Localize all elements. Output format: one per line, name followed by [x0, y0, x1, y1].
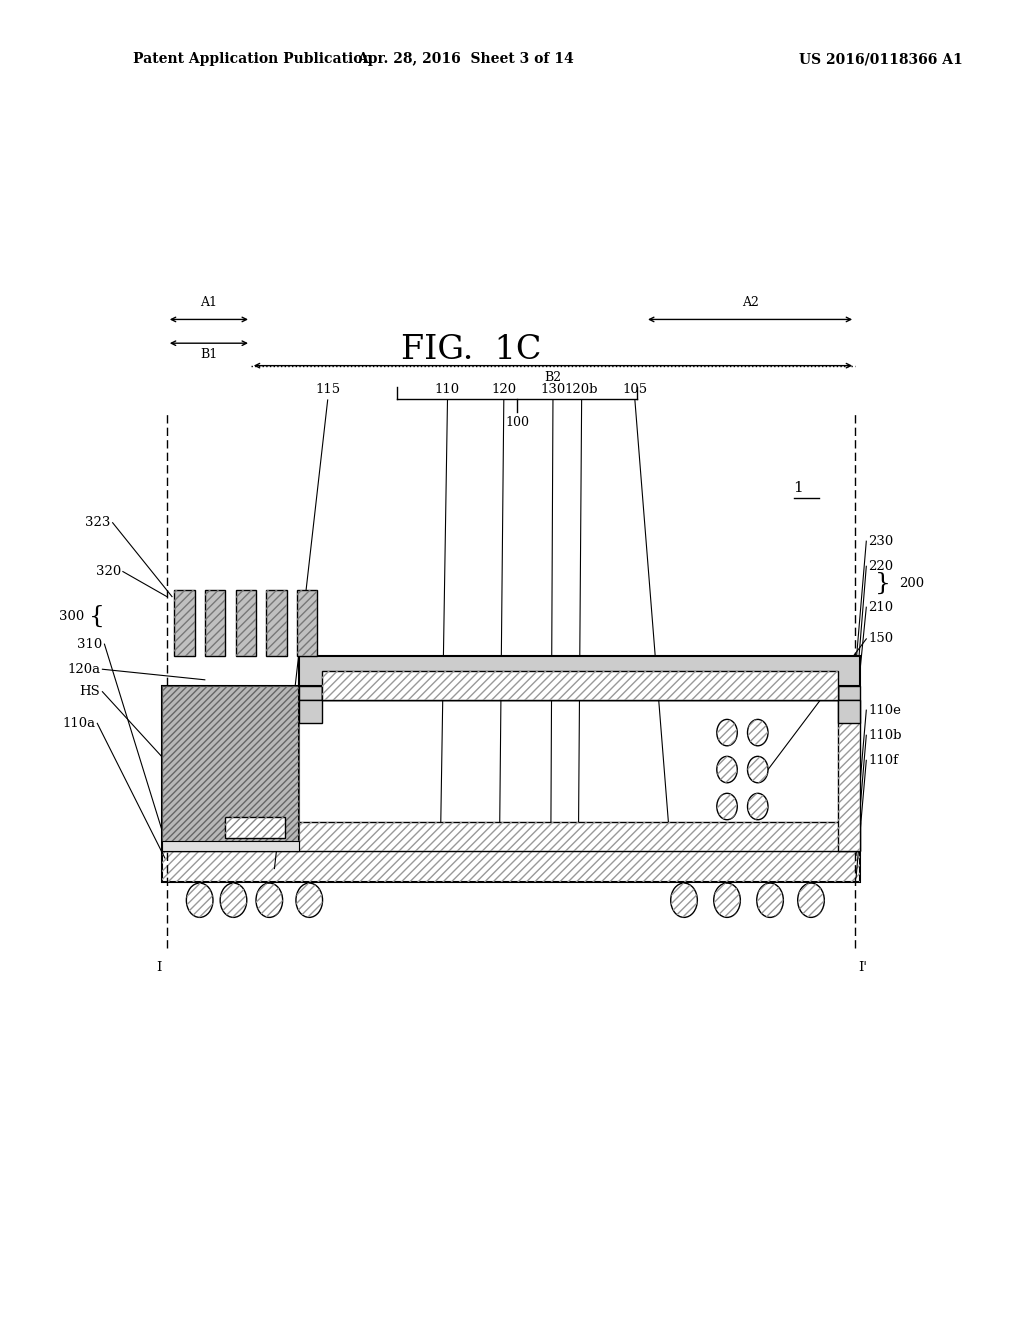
Text: B1: B1 — [201, 348, 217, 362]
Bar — [299, 656, 860, 686]
Text: 220: 220 — [868, 560, 894, 573]
Text: 110e: 110e — [868, 704, 901, 717]
Circle shape — [717, 756, 737, 783]
Bar — [225, 817, 285, 838]
Circle shape — [220, 883, 247, 917]
Text: 300: 300 — [58, 610, 84, 623]
Bar — [236, 590, 256, 656]
Text: Patent Application Publication: Patent Application Publication — [133, 53, 373, 66]
Text: I: I — [156, 961, 162, 974]
Circle shape — [748, 793, 768, 820]
Text: 110b: 110b — [868, 729, 902, 742]
Bar — [297, 590, 317, 656]
Bar — [297, 590, 317, 656]
Bar — [162, 686, 299, 851]
Bar — [838, 686, 860, 700]
Text: 105: 105 — [623, 383, 647, 396]
Text: {: { — [89, 605, 105, 628]
Text: }: } — [874, 572, 891, 595]
Text: A1: A1 — [201, 296, 217, 309]
Text: 310: 310 — [77, 638, 102, 651]
Text: 200: 200 — [899, 577, 925, 590]
Circle shape — [256, 883, 283, 917]
Circle shape — [798, 883, 824, 917]
Circle shape — [296, 883, 323, 917]
Bar — [322, 686, 838, 700]
Circle shape — [717, 793, 737, 820]
Circle shape — [671, 883, 697, 917]
Text: B2: B2 — [545, 371, 561, 384]
Bar — [162, 851, 860, 882]
Bar — [838, 700, 860, 723]
Text: 120a: 120a — [68, 663, 100, 676]
Text: 110: 110 — [435, 383, 460, 396]
Text: 150: 150 — [868, 632, 894, 645]
Text: 110a: 110a — [62, 717, 95, 730]
Text: 323: 323 — [85, 516, 111, 529]
Circle shape — [186, 883, 213, 917]
Bar — [205, 590, 225, 656]
Bar — [266, 590, 287, 656]
Bar — [225, 817, 285, 838]
Circle shape — [748, 719, 768, 746]
Text: A2: A2 — [741, 296, 759, 309]
Circle shape — [757, 883, 783, 917]
Text: 120b: 120b — [565, 383, 598, 396]
Bar — [174, 590, 195, 656]
Text: 210: 210 — [868, 601, 894, 614]
Text: 230: 230 — [868, 535, 894, 548]
Text: 320: 320 — [95, 565, 121, 578]
Text: 120: 120 — [492, 383, 516, 396]
Text: FIG.  1C: FIG. 1C — [400, 334, 542, 366]
Bar — [162, 841, 299, 851]
Circle shape — [714, 883, 740, 917]
Text: 110f: 110f — [868, 754, 898, 767]
Bar — [322, 671, 838, 700]
Text: HS: HS — [80, 685, 100, 698]
Bar — [322, 671, 838, 700]
Text: 100: 100 — [505, 416, 529, 429]
Text: 115: 115 — [315, 383, 340, 396]
Bar — [162, 822, 860, 851]
Text: 130: 130 — [541, 383, 565, 396]
Bar — [236, 590, 256, 656]
Text: I': I' — [859, 961, 867, 974]
Bar — [174, 590, 195, 656]
Circle shape — [748, 756, 768, 783]
Bar — [838, 700, 860, 851]
Bar — [299, 700, 322, 723]
Bar — [205, 590, 225, 656]
Text: 1: 1 — [794, 482, 804, 495]
Bar — [838, 700, 860, 851]
Text: US 2016/0118366 A1: US 2016/0118366 A1 — [799, 53, 963, 66]
Circle shape — [717, 719, 737, 746]
Text: Apr. 28, 2016  Sheet 3 of 14: Apr. 28, 2016 Sheet 3 of 14 — [357, 53, 574, 66]
Bar — [162, 686, 299, 851]
Bar — [162, 851, 860, 882]
Bar — [266, 590, 287, 656]
Bar — [299, 686, 322, 700]
Bar — [162, 822, 860, 851]
